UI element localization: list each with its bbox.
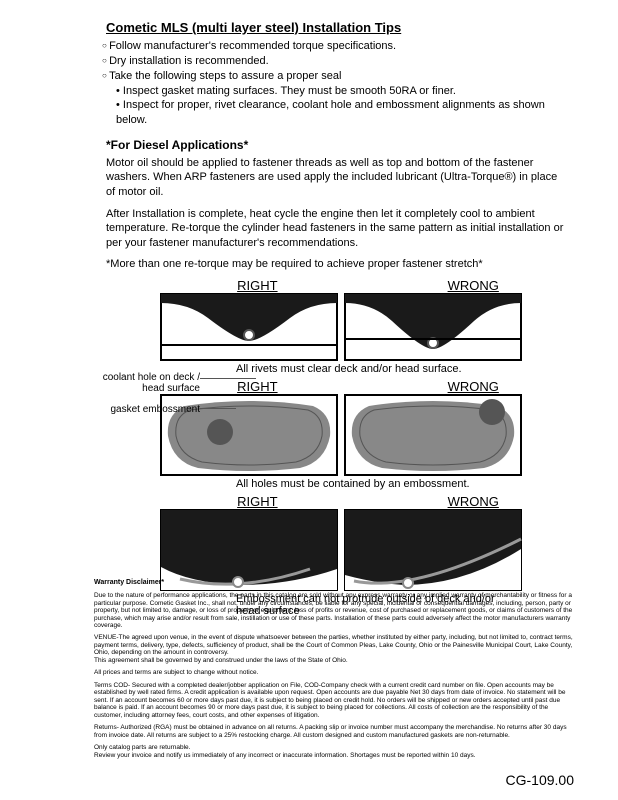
dia-wrong-1 bbox=[344, 293, 522, 361]
bullet-3a: Inspect gasket mating surfaces. They mus… bbox=[116, 84, 576, 99]
diesel-heading: *For Diesel Applications* bbox=[106, 138, 576, 152]
row2-labels: RIGHT WRONG bbox=[160, 379, 576, 394]
dia-wrong-2 bbox=[344, 394, 522, 476]
label-wrong-1: WRONG bbox=[448, 278, 499, 293]
connector-1 bbox=[200, 378, 256, 379]
page-title: Cometic MLS (multi layer steel) Installa… bbox=[106, 20, 576, 35]
label-right-1: RIGHT bbox=[237, 278, 277, 293]
label-wrong-2: WRONG bbox=[448, 379, 499, 394]
diesel-p1: Motor oil should be applied to fastener … bbox=[106, 156, 566, 199]
label-right-3: RIGHT bbox=[237, 494, 277, 509]
diagram-row-2 bbox=[160, 394, 576, 476]
bullet-list: Follow manufacturer's recommended torque… bbox=[102, 39, 576, 128]
connector-2 bbox=[200, 408, 236, 409]
footer-p4: Terms COD- Secured with a completed deal… bbox=[94, 682, 578, 719]
footer-p3: All prices and terms are subject to chan… bbox=[94, 669, 578, 676]
bullet-1: Follow manufacturer's recommended torque… bbox=[102, 39, 576, 54]
bullet-3: Take the following steps to assure a pro… bbox=[102, 69, 576, 84]
footer-p5: Returns- Authorized (RGA) must be obtain… bbox=[94, 724, 578, 739]
footer-p1: Due to the nature of performance applica… bbox=[94, 592, 578, 629]
footer-disclaimer: Warranty Disclaimer* Due to the nature o… bbox=[94, 579, 578, 764]
row3-labels: RIGHT WRONG bbox=[160, 494, 576, 509]
diagram-row-1 bbox=[160, 293, 576, 361]
dia-right-1 bbox=[160, 293, 338, 361]
bullet-3b: Inspect for proper, rivet clearance, coo… bbox=[116, 98, 576, 128]
bullet-2: Dry installation is recommended. bbox=[102, 54, 576, 69]
label-wrong-3: WRONG bbox=[448, 494, 499, 509]
footer-p2: VENUE-The agreed upon venue, in the even… bbox=[94, 634, 578, 664]
footer-p6: Only catalog parts are returnable. Revie… bbox=[94, 744, 578, 759]
page-number: CG-109.00 bbox=[506, 772, 574, 788]
footer-heading: Warranty Disclaimer* bbox=[94, 579, 578, 587]
caption-1: All rivets must clear deck and/or head s… bbox=[236, 363, 576, 375]
label-right-2: RIGHT bbox=[237, 379, 277, 394]
caption-2: All holes must be contained by an emboss… bbox=[236, 478, 576, 490]
diesel-p2: After Installation is complete, heat cyc… bbox=[106, 207, 566, 250]
side-label-coolant: coolant hole on deck / head surface bbox=[96, 372, 200, 394]
row1-labels: RIGHT WRONG bbox=[160, 278, 576, 293]
stretch-note: *More than one re-torque may be required… bbox=[106, 258, 576, 270]
side-label-gasket: gasket embossment bbox=[96, 404, 200, 415]
